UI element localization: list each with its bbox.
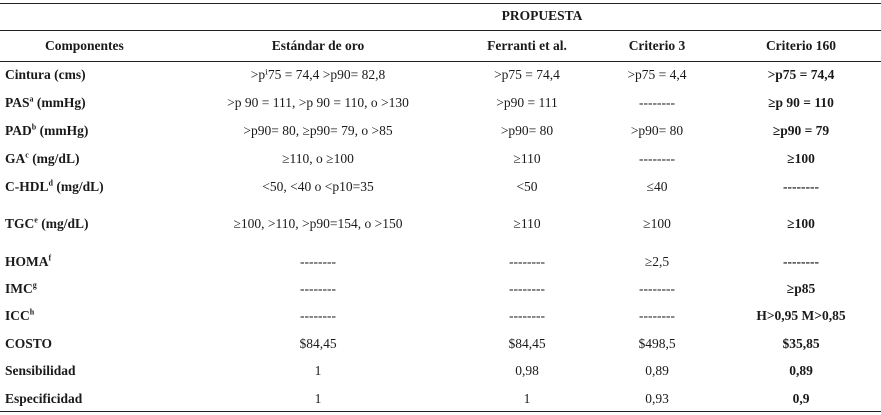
- col-header-criterio-3: Criterio 3: [628, 38, 686, 53]
- cell-criterio-160: ≥100: [787, 151, 815, 166]
- cell-ferranti: >p75 = 74,4: [494, 67, 560, 82]
- cell-criterio-3: --------: [639, 95, 675, 110]
- row-label: PASa (mmHg): [5, 94, 86, 110]
- cell-gold: 1: [314, 363, 322, 378]
- col-header-gold-standard: Estándar de oro: [271, 38, 365, 53]
- cell-criterio-3: 0,93: [645, 391, 669, 406]
- cell-gold: 1: [314, 391, 322, 406]
- col-header-ferranti: Ferranti et al.: [487, 38, 567, 53]
- cell-ferranti: $84,45: [508, 336, 546, 351]
- cell-ferranti: >p90= 80: [500, 123, 554, 138]
- cell-criterio-160: $35,85: [782, 336, 820, 351]
- group-rule: [0, 30, 881, 31]
- cell-ferranti: >p90 = 111: [496, 95, 558, 110]
- cell-criterio-3: ≥100: [643, 216, 671, 231]
- cell-criterio-160: ≥p85: [786, 281, 816, 296]
- cell-ferranti: <50: [516, 179, 538, 194]
- cell-criterio-3: $498,5: [638, 336, 676, 351]
- cell-criterio-160: 0,9: [792, 391, 810, 406]
- top-rule: [0, 3, 881, 4]
- cell-gold: >pⁱ75 = 74,4 >p90= 82,8: [250, 67, 386, 82]
- row-label: PADb (mmHg): [5, 122, 89, 138]
- cell-criterio-160: --------: [783, 179, 819, 194]
- header-rule: [0, 61, 881, 62]
- cell-ferranti: ≥110: [513, 216, 541, 231]
- row-label: Especificidad: [5, 391, 83, 406]
- cell-gold: <50, <40 o <p10=35: [262, 179, 374, 194]
- row-label: COSTO: [5, 336, 53, 351]
- cell-criterio-160: ≥p 90 = 110: [768, 95, 834, 110]
- cell-criterio-160: H>0,95 M>0,85: [756, 308, 846, 323]
- cell-gold: --------: [300, 281, 336, 296]
- cell-ferranti: ≥110: [513, 151, 541, 166]
- cell-criterio-3: --------: [639, 281, 675, 296]
- cell-criterio-3: ≥2,5: [644, 254, 670, 269]
- cell-criterio-3: --------: [639, 308, 675, 323]
- row-label: ICCh: [5, 307, 35, 323]
- cell-gold: $84,45: [299, 336, 337, 351]
- cell-ferranti: 0,98: [515, 363, 539, 378]
- cell-ferranti: --------: [509, 308, 545, 323]
- group-title: PROPUESTA: [501, 8, 583, 23]
- cell-criterio-160: ≥100: [787, 216, 815, 231]
- cell-criterio-160: --------: [783, 254, 819, 269]
- cell-criterio-3: --------: [639, 151, 675, 166]
- cell-criterio-160: ≥p90 = 79: [772, 123, 830, 138]
- cell-ferranti: --------: [509, 254, 545, 269]
- cell-criterio-3: >p75 = 4,4: [627, 67, 687, 82]
- cell-gold: >p90= 80, ≥p90= 79, o >85: [243, 123, 393, 138]
- row-label: IMCg: [5, 280, 37, 296]
- cell-criterio-3: >p90= 80: [630, 123, 684, 138]
- cell-criterio-3: ≤40: [646, 179, 668, 194]
- cell-criterio-160: >p75 = 74,4: [767, 67, 835, 82]
- cell-gold: --------: [300, 254, 336, 269]
- row-label: TGCe (mg/dL): [5, 215, 89, 231]
- row-label: HOMAf: [5, 253, 52, 269]
- cell-criterio-3: 0,89: [645, 363, 669, 378]
- cell-criterio-160: 0,89: [789, 363, 813, 378]
- row-label: Sensibilidad: [5, 363, 76, 378]
- cell-ferranti: 1: [523, 391, 531, 406]
- row-label: C-HDLd (mg/dL): [5, 178, 104, 194]
- cell-gold: ≥110, o ≥100: [282, 151, 354, 166]
- cell-ferranti: --------: [509, 281, 545, 296]
- row-label: GAc (mg/dL): [5, 150, 80, 166]
- cell-gold: --------: [300, 308, 336, 323]
- cell-gold: >p 90 = 111, >p 90 = 110, o >130: [227, 95, 409, 110]
- bottom-rule: [0, 411, 881, 412]
- col-header-criterio-160: Criterio 160: [765, 38, 837, 53]
- row-label: Cintura (cms): [5, 67, 86, 82]
- cell-gold: ≥100, >110, >p90=154, o >150: [233, 216, 403, 231]
- col-header-components: Componentes: [45, 38, 124, 53]
